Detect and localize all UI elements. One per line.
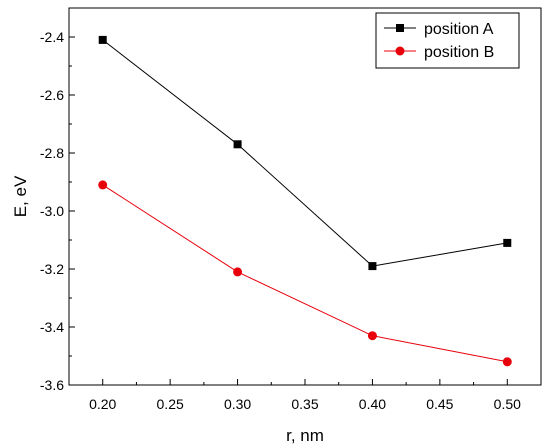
legend-label: position A [424,21,494,38]
series-1-point [368,262,377,271]
y-tick-label: -2.4 [40,29,64,45]
y-tick-label: -3.4 [40,319,64,335]
x-tick-label: 0.30 [224,396,251,412]
series-line-1 [102,39,508,267]
y-axis-title: E, eV [11,175,30,217]
y-tick-label: -3.2 [40,261,64,277]
y-tick-label: -3.6 [40,377,64,393]
series-1-point [98,35,107,44]
x-tick-label: 0.50 [494,396,521,412]
series-2-point [502,357,512,367]
series-layer [98,35,512,367]
series-2-point [98,180,108,190]
y-axis-ticks: -2.4 -2.6 -2.8 -3.0 -3.2 -3.4 -3.6 [40,29,75,393]
series-2-point [233,267,243,277]
x-tick-label: 0.25 [157,396,184,412]
series-line-2 [102,184,508,363]
legend-label: position B [424,44,494,61]
x-tick-label: 0.35 [291,396,318,412]
y-tick-label: -3.0 [40,203,64,219]
x-tick-label: 0.45 [426,396,453,412]
x-axis-title: r, nm [286,426,324,445]
x-tick-label: 0.40 [359,396,386,412]
legend-marker [395,46,405,56]
y-tick-label: -2.6 [40,87,64,103]
chart-legend: position A position B [375,12,520,69]
legend-marker [396,24,404,32]
x-tick-label: 0.20 [89,396,116,412]
legend-box [375,12,520,69]
series-1-point [503,238,512,247]
series-1-point [233,140,242,149]
series-2-point [367,331,377,341]
y-tick-label: -2.8 [40,145,64,161]
x-axis-ticks: 0.20 0.25 0.30 0.35 0.40 0.45 0.50 [89,379,542,412]
